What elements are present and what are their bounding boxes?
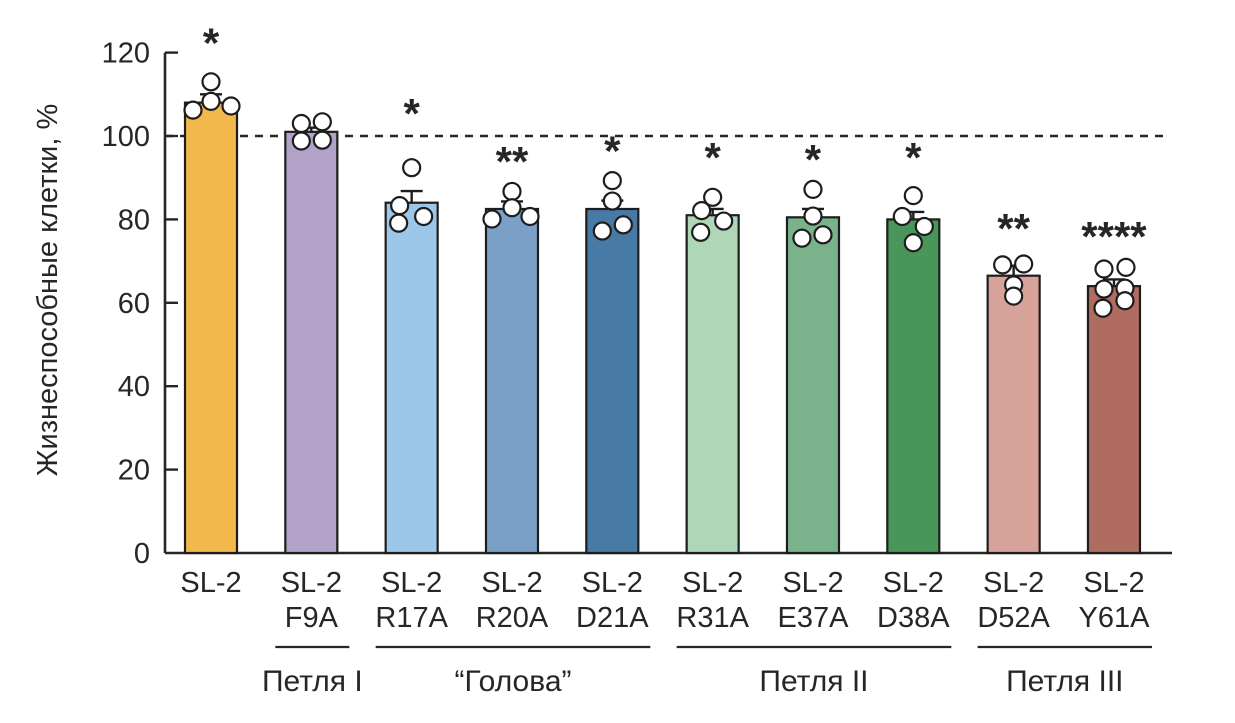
y-tick-label: 100 — [102, 121, 150, 153]
data-point — [402, 158, 422, 178]
data-point — [602, 191, 622, 211]
data-point — [813, 225, 833, 245]
y-tick-label: 60 — [118, 288, 150, 320]
x-tick-label-line1: SL-2 — [281, 567, 342, 599]
x-tick-label-line2: D21A — [576, 602, 649, 634]
data-point — [803, 206, 823, 226]
group-label: Петля II — [759, 665, 868, 698]
significance-stars: ** — [496, 138, 529, 185]
data-point — [903, 233, 923, 253]
data-point — [291, 131, 311, 151]
bar-D21A — [585, 207, 640, 555]
bar-R20A — [484, 207, 540, 555]
data-point — [502, 198, 522, 218]
significance-stars: * — [203, 19, 220, 66]
data-point — [201, 72, 221, 92]
data-point — [312, 112, 332, 132]
x-tick-label-line1: SL-2 — [381, 567, 442, 599]
data-point — [592, 221, 612, 241]
data-point — [993, 255, 1013, 275]
data-point — [502, 181, 522, 202]
significance-stars: * — [905, 134, 922, 181]
x-tick-label-line1: SL-2 — [481, 567, 542, 599]
data-point — [602, 171, 622, 191]
x-tick-label-line2: F9A — [285, 602, 339, 634]
data-point — [482, 209, 502, 229]
bar-D52A — [986, 274, 1041, 555]
significance-stars: * — [604, 128, 621, 175]
data-point — [914, 216, 934, 237]
bar-Y61A — [1086, 285, 1142, 555]
y-tick-label: 20 — [118, 455, 150, 487]
data-point — [692, 201, 712, 221]
x-tick-label-line2: R31A — [676, 602, 749, 634]
data-point — [1094, 259, 1114, 279]
data-point — [389, 213, 409, 233]
data-point — [291, 113, 311, 134]
data-point — [201, 91, 221, 111]
significance-stars: * — [704, 134, 721, 181]
x-tick-label-line1: SL-2 — [582, 567, 643, 599]
x-tick-label-line1: SL-2 — [782, 567, 843, 599]
group-label: “Голова” — [454, 665, 571, 698]
bar-E37A — [785, 216, 841, 555]
data-point — [1014, 254, 1034, 274]
data-point — [520, 206, 540, 227]
data-point — [1116, 257, 1136, 277]
y-tick-label: 40 — [118, 371, 150, 403]
bar-R17A — [384, 201, 439, 555]
data-point — [803, 179, 823, 199]
x-tick-label-line1: SL-2 — [682, 567, 743, 599]
significance-stars: * — [805, 136, 822, 183]
bar-D38A — [886, 218, 941, 555]
significance-stars: * — [403, 90, 420, 137]
data-point — [1093, 298, 1113, 318]
data-point — [1115, 291, 1135, 311]
data-point — [414, 206, 434, 227]
data-point — [1094, 279, 1114, 299]
data-point — [221, 96, 241, 116]
bar-F9A — [284, 130, 339, 555]
significance-stars: ** — [997, 205, 1030, 252]
data-point — [792, 228, 812, 248]
bar-R31A — [685, 214, 740, 555]
y-tick-label: 80 — [118, 204, 150, 236]
x-tick-label-line1: SL-2 — [883, 567, 944, 599]
data-point — [714, 211, 734, 231]
group-label: Петля I — [262, 665, 363, 698]
group-label: Петля III — [1006, 665, 1123, 698]
x-tick-label-line1: SL-2 — [180, 567, 241, 599]
y-tick-label: 0 — [134, 538, 150, 570]
x-tick-label-line2: R20A — [476, 602, 549, 634]
data-point — [1004, 286, 1024, 306]
data-point — [691, 222, 711, 242]
data-point — [892, 206, 912, 227]
data-point — [903, 186, 923, 206]
data-point — [183, 100, 203, 120]
x-tick-label-line2: D38A — [877, 602, 950, 634]
significance-stars: **** — [1081, 213, 1147, 260]
data-point — [703, 187, 723, 207]
data-point — [390, 196, 410, 216]
x-tick-label-line2: R17A — [375, 602, 448, 634]
y-axis-title: Жизнеспособные клетки, % — [32, 104, 64, 477]
y-tick-label: 120 — [102, 38, 150, 70]
data-point — [613, 215, 633, 235]
x-tick-label-line2: E37A — [778, 602, 850, 634]
x-tick-label-line2: D52A — [977, 602, 1050, 634]
bar-SL-2 — [183, 101, 239, 555]
x-tick-label-line1: SL-2 — [983, 567, 1044, 599]
x-tick-label-line2: Y61A — [1078, 602, 1150, 634]
data-point — [312, 130, 332, 150]
x-tick-label-line1: SL-2 — [1083, 567, 1144, 599]
